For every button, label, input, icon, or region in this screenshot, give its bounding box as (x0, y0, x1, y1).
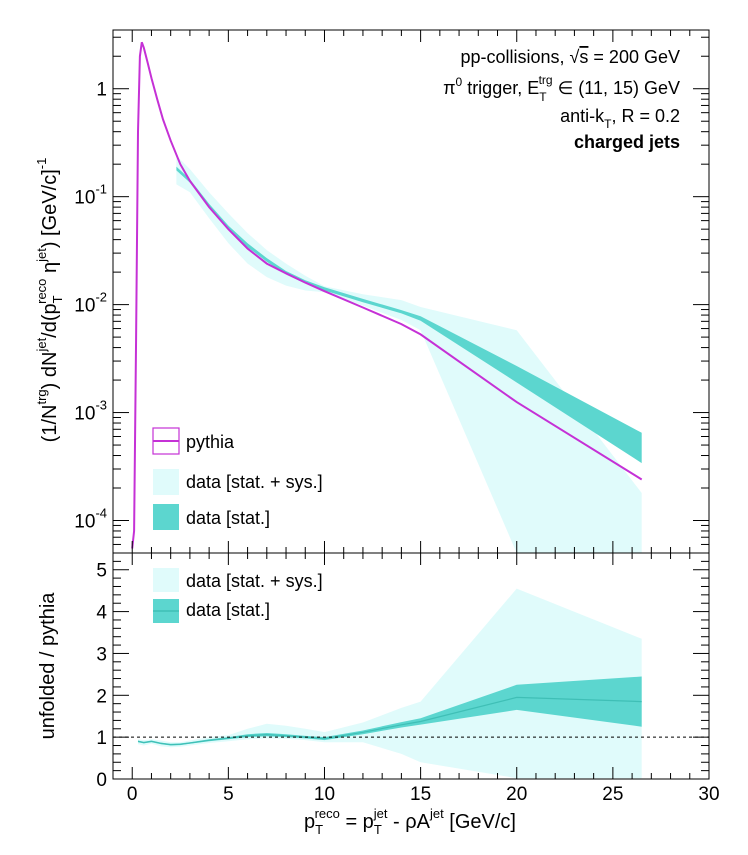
x-tick-label: 20 (506, 784, 527, 805)
lower-frame (112, 552, 710, 780)
upper-plot-area (131, 41, 643, 553)
x-tick-label: 15 (410, 784, 431, 805)
y-tick-label: 10-4 (74, 506, 107, 533)
ratio-y-tick-label: 0 (96, 770, 107, 791)
x-tick-label: 5 (223, 784, 234, 805)
upper-panel: 1 10-1 10-2 10-3 10-4 pp-collisions, √s = 200… (74, 29, 710, 554)
ratio-stat-centerline (137, 696, 642, 746)
x-tick-label: 10 (314, 784, 335, 805)
axis-labels: pTreco = pTjet - ρAjet [GeV/c] (1/Ntrg) d… (34, 158, 516, 837)
legend-label-stat: data [stat.] (186, 508, 270, 528)
upper-legend: pythia data [stat. + sys.] data [stat.] (152, 427, 323, 530)
x-tick-label: 0 (127, 784, 138, 805)
y-tick-label: 10-2 (74, 290, 107, 317)
pythia-line (131, 41, 643, 549)
ratio-legend: data [stat. + sys.] data [stat.] (153, 568, 323, 623)
ratio-y-tick-label: 3 (96, 644, 107, 665)
y-tick-label: 1 (96, 80, 107, 101)
lower-plot-area (113, 588, 709, 779)
y-tick-label: 10-1 (74, 182, 107, 209)
x-axis-label: pTreco = pTjet - ρAjet [GeV/c] (304, 806, 516, 837)
ratio-band-stat (138, 676, 642, 746)
ratio-legend-swatch-stat-sys (153, 568, 179, 592)
band-stat-sys (176, 155, 642, 553)
ratio-band-stat-sys (138, 588, 642, 779)
legend-swatch-stat-sys (153, 469, 179, 495)
annotation-collisions: pp-collisions, √s = 200 GeV (460, 47, 680, 67)
annotation-trigger: π0 trigger, ETtrg ∈ (11, 15) GeV (443, 73, 680, 104)
band-stat (176, 166, 642, 464)
x-tick-label: 30 (698, 784, 719, 805)
x-tick-label: 25 (602, 784, 623, 805)
annotation-algorithm: anti-kT, R = 0.2 (560, 106, 680, 131)
annotation-charged-jets: charged jets (574, 132, 680, 152)
ratio-y-axis-label: unfolded / pythia (37, 592, 59, 740)
y-tick-label: 10-3 (74, 398, 107, 425)
legend-label-stat-sys: data [stat. + sys.] (186, 472, 323, 492)
ratio-legend-label-stat-sys: data [stat. + sys.] (186, 571, 323, 591)
ratio-y-tick-label: 2 (96, 686, 107, 707)
ratio-y-tick-label: 4 (96, 603, 107, 624)
ratio-legend-label-stat: data [stat.] (186, 600, 270, 620)
legend-swatch-stat (153, 504, 179, 530)
legend-label-pythia: pythia (186, 432, 235, 452)
ratio-y-tick-label: 1 (96, 728, 107, 749)
y-axis-label: (1/Ntrg) dNjet/d(pTreco ηjet) [GeV/c]-1 (34, 158, 65, 443)
ratio-y-tick-label: 5 (96, 561, 107, 582)
